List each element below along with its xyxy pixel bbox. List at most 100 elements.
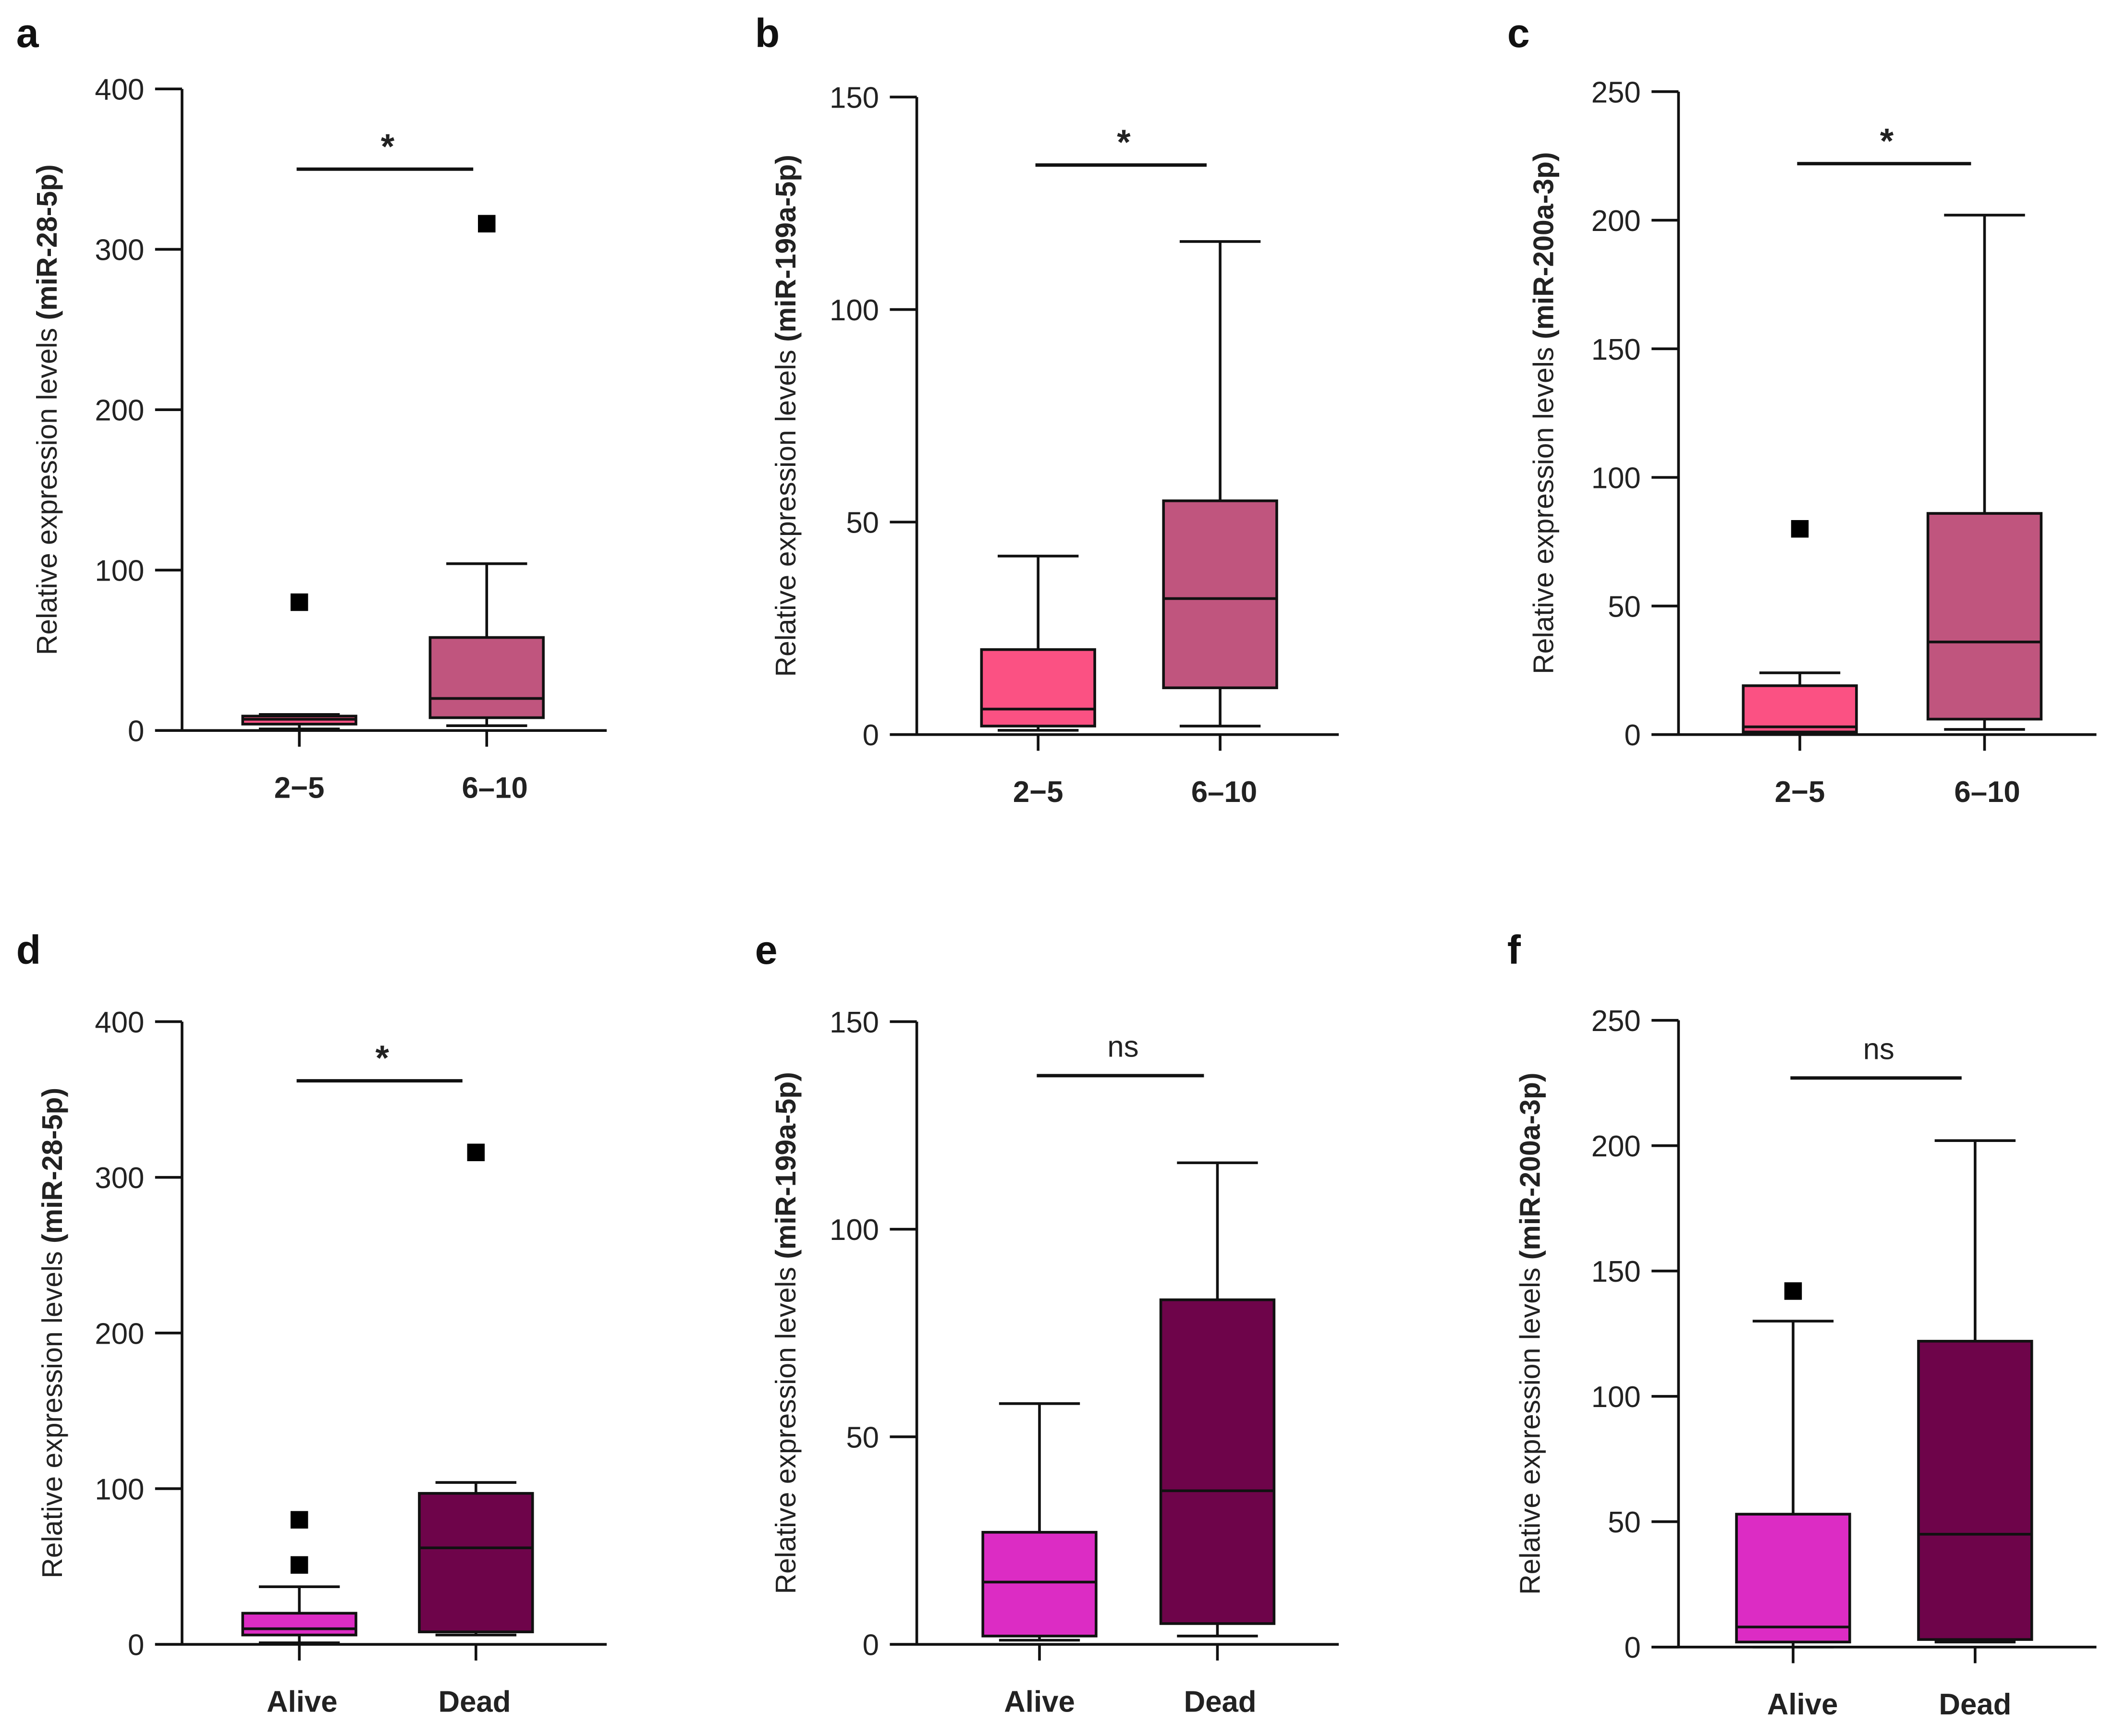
- y-tick-label: 50: [1608, 1506, 1641, 1539]
- x-category-label: 2−5: [274, 772, 325, 805]
- y-tick-label: 300: [95, 1162, 144, 1195]
- iqr-box: [1162, 499, 1278, 690]
- panel-c: c 0 50 100 150 200 250 Relative expression leve…: [1507, 11, 2097, 809]
- outlier-point: [290, 593, 308, 611]
- significance-label: ns: [1107, 1031, 1138, 1064]
- y-axis-label-target: (miR-28-5p): [32, 164, 63, 320]
- box-0: Alive: [1735, 1282, 1851, 1721]
- y-axis-label-text: Relative expression levels: [770, 342, 802, 677]
- x-category-label: Alive: [1004, 1685, 1075, 1718]
- box-1: 6–10: [1162, 240, 1278, 809]
- y-tick-label: 200: [1591, 205, 1641, 238]
- iqr-box: [1159, 1298, 1276, 1625]
- y-tick-label: 300: [95, 234, 144, 267]
- y-tick-label: 100: [95, 1473, 144, 1506]
- iqr-box: [1926, 512, 2043, 721]
- significance-label: *: [1117, 123, 1131, 162]
- y-axis-label: Relative expression levels (miR-199a-5p): [770, 1072, 802, 1594]
- y-axis-label: Relative expression levels (miR-28-5p): [32, 164, 63, 655]
- y-tick-label: 50: [1608, 590, 1641, 623]
- y-axis-label: Relative expression levels (miR-200a-3p): [1528, 152, 1559, 674]
- x-category-label: Dead: [439, 1685, 511, 1718]
- iqr-box: [980, 648, 1096, 728]
- y-tick-label: 200: [95, 394, 144, 427]
- box-0: Alive: [981, 1402, 1098, 1718]
- outlier-point: [1791, 520, 1809, 538]
- y-axis-label-text: Relative expression levels: [37, 1243, 68, 1578]
- x-category-label: Dead: [1184, 1685, 1257, 1718]
- x-category-label: 6–10: [1954, 776, 2020, 809]
- y-axis-label-target: (miR-199a-5p): [770, 1072, 802, 1259]
- box-1: 6–10: [1926, 214, 2043, 809]
- iqr-box: [418, 1492, 534, 1634]
- y-tick-label: 0: [128, 715, 144, 748]
- y-axis-label-text: Relative expression levels: [32, 320, 63, 655]
- x-category-label: 2−5: [1775, 776, 1825, 809]
- y-tick-label: 150: [830, 1006, 879, 1039]
- y-tick-label: 200: [95, 1317, 144, 1350]
- y-tick-label: 150: [1591, 333, 1641, 366]
- y-tick-label: 100: [830, 1214, 879, 1247]
- y-axis-label-text: Relative expression levels: [770, 1259, 802, 1594]
- y-axis-label-target: (miR-200a-3p): [1515, 1072, 1546, 1260]
- panel-label: b: [755, 11, 780, 56]
- panel-label: d: [16, 927, 41, 972]
- y-tick-label: 100: [95, 555, 144, 588]
- outlier-point: [1784, 1282, 1802, 1300]
- iqr-box: [428, 636, 545, 719]
- significance-label: *: [381, 127, 395, 166]
- x-category-label: 2−5: [1013, 776, 1063, 809]
- outlier-point: [478, 215, 496, 233]
- panel-label: c: [1507, 11, 1530, 56]
- iqr-box: [1735, 1513, 1851, 1644]
- significance-label: *: [1880, 121, 1894, 160]
- y-axis-label-target: (miR-200a-3p): [1528, 152, 1559, 339]
- y-tick-label: 250: [1591, 76, 1641, 109]
- y-tick-label: 100: [1591, 462, 1641, 495]
- y-axis-label: Relative expression levels (miR-28-5p): [37, 1088, 68, 1578]
- y-tick-label: 50: [846, 1421, 879, 1454]
- x-category-label: 6–10: [1191, 776, 1257, 809]
- y-axis-label-text: Relative expression levels: [1528, 339, 1559, 674]
- y-tick-label: 0: [863, 719, 879, 752]
- box-1: Dead: [1917, 1139, 2033, 1721]
- y-tick-label: 400: [95, 1006, 144, 1039]
- y-tick-label: 250: [1591, 1005, 1641, 1038]
- significance-label: *: [376, 1039, 390, 1078]
- y-tick-label: 0: [863, 1629, 879, 1662]
- y-tick-label: 150: [1591, 1255, 1641, 1288]
- iqr-box: [981, 1530, 1098, 1638]
- iqr-box: [241, 1612, 357, 1637]
- box-1: 6–10: [428, 215, 545, 805]
- box-0: 2−5: [1742, 520, 1858, 809]
- x-category-label: Alive: [267, 1685, 338, 1718]
- y-tick-label: 0: [128, 1629, 144, 1662]
- y-tick-label: 150: [830, 82, 879, 115]
- iqr-box: [1742, 684, 1858, 734]
- outlier-point: [467, 1143, 485, 1162]
- y-axis-label: Relative expression levels (miR-200a-3p): [1515, 1072, 1546, 1595]
- panel-label: a: [16, 11, 39, 56]
- box-1: Dead: [418, 1143, 534, 1718]
- panel-d: d 0 100 200 300 400 Relative expression levels…: [16, 927, 607, 1718]
- y-axis-label: Relative expression levels (miR-199a-5p): [770, 155, 802, 677]
- box-0: Alive: [241, 1511, 357, 1718]
- box-0: 2−5: [241, 593, 357, 805]
- panel-a: a 0 100 200 300 400 Relative expression levels…: [16, 11, 607, 805]
- panel-label: f: [1507, 927, 1521, 972]
- box-0: 2−5: [980, 555, 1096, 809]
- panel-b: b 0 50 100 150 Relative expression levels (mi…: [755, 11, 1339, 809]
- outlier-point: [290, 1556, 308, 1574]
- y-axis-label-target: (miR-199a-5p): [770, 155, 802, 342]
- significance-label: ns: [1863, 1032, 1894, 1066]
- y-tick-label: 200: [1591, 1130, 1641, 1163]
- y-tick-label: 100: [1591, 1381, 1641, 1414]
- x-category-label: Alive: [1767, 1688, 1838, 1721]
- panel-f: f 0 50 100 150 200 250 Relative expression leve…: [1507, 927, 2097, 1721]
- outlier-point: [290, 1511, 308, 1529]
- panel-e: e 0 50 100 150 Relative expression levels (mi…: [755, 927, 1339, 1718]
- box-1: Dead: [1159, 1161, 1276, 1718]
- y-tick-label: 0: [1624, 719, 1640, 752]
- panel-label: e: [755, 927, 778, 972]
